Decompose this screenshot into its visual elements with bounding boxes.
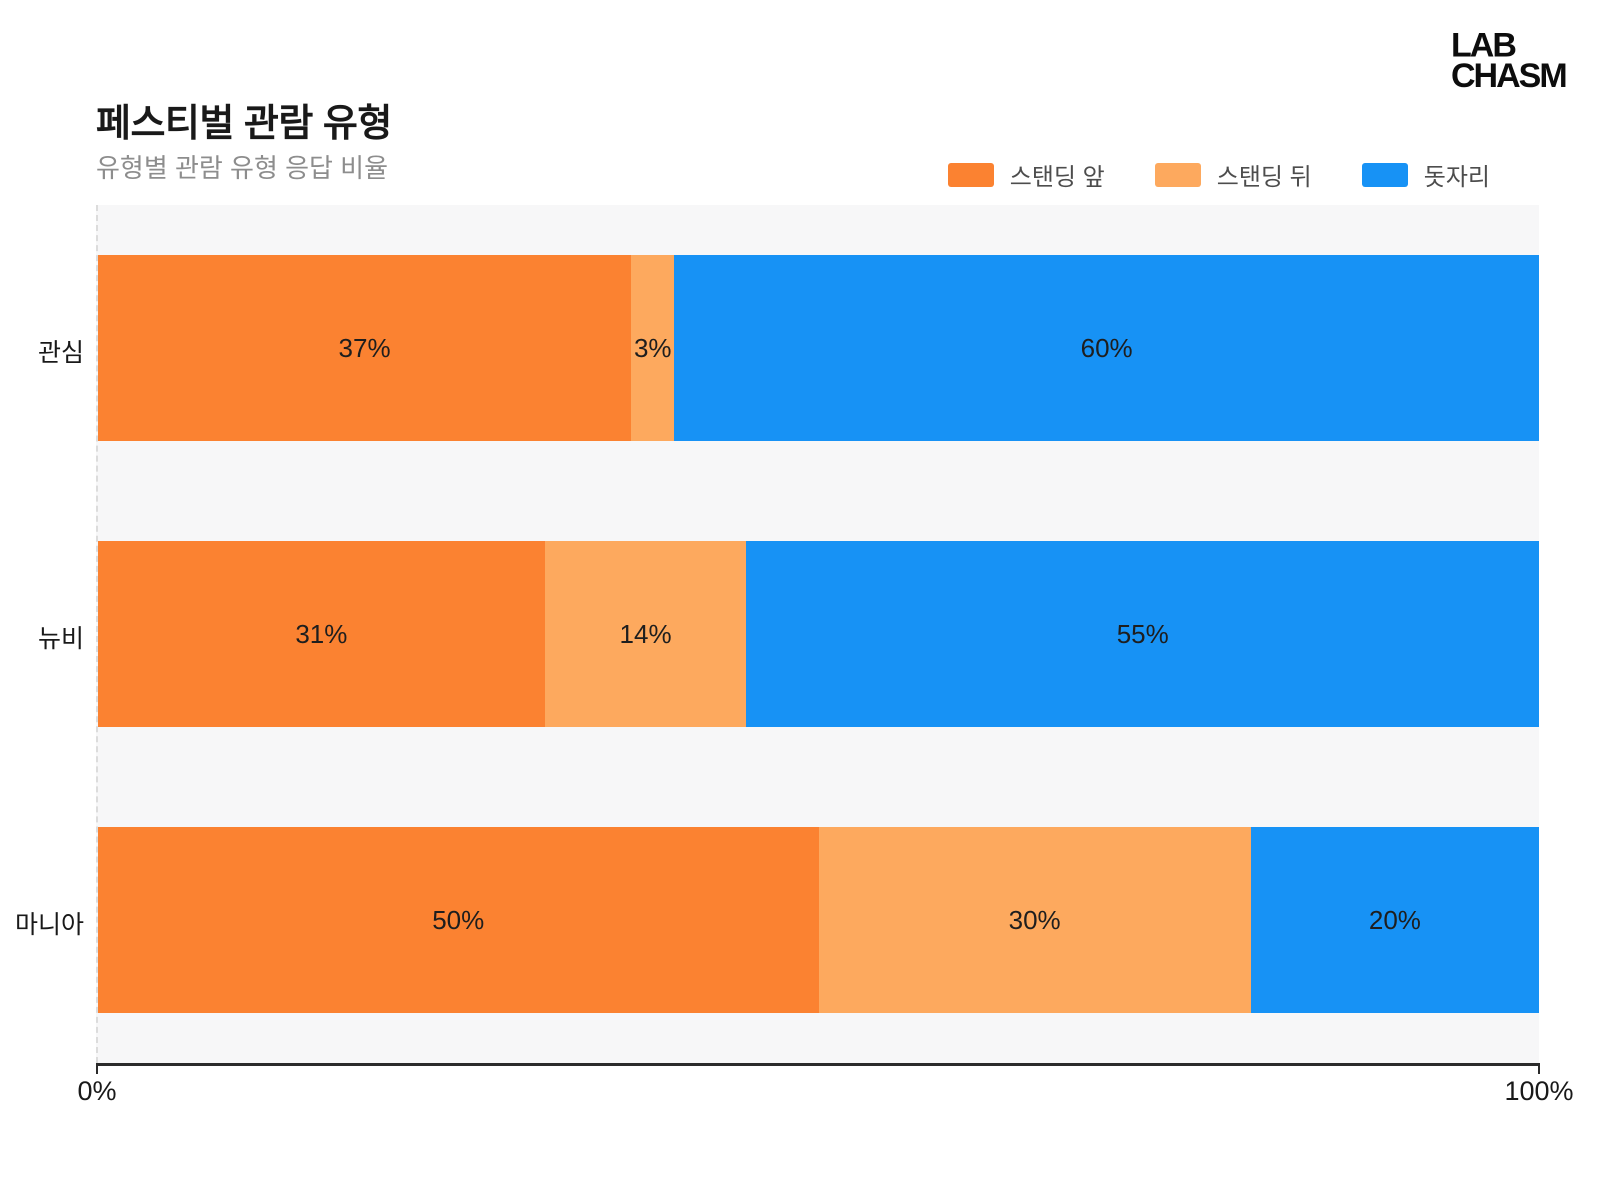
bar-row: 37% 3% 60% — [98, 255, 1539, 441]
bar-value-label: 50% — [432, 904, 485, 935]
legend-swatch-icon — [947, 162, 994, 187]
logo-line-1: LAB — [1451, 25, 1517, 65]
legend-label: 돗자리 — [1423, 164, 1490, 191]
bar-segment: 50% — [98, 827, 819, 1013]
bar-value-label: 55% — [1116, 618, 1169, 649]
bar-segment: 30% — [818, 827, 1251, 1013]
bar-value-label: 14% — [619, 618, 672, 649]
legend-label: 스탠딩 뒤 — [1216, 164, 1312, 191]
bar-value-label: 3% — [633, 332, 672, 363]
x-axis-tick-max: 100% — [1504, 1076, 1574, 1106]
bar-segment: 37% — [98, 255, 632, 441]
legend-swatch-icon — [1154, 162, 1201, 187]
bar-row: 50% 30% 20% — [98, 827, 1539, 1013]
category-label: 관심 — [37, 339, 84, 367]
legend-item: 돗자리 — [1361, 157, 1490, 192]
bar-value-label: 37% — [338, 332, 391, 363]
bar-segment: 31% — [98, 541, 545, 727]
bar-segment: 20% — [1250, 827, 1539, 1013]
x-axis-line — [96, 1063, 1540, 1074]
logo-line-2: CHASM — [1451, 56, 1568, 96]
bar-segment: 60% — [674, 255, 1539, 441]
category-label: 마니아 — [14, 911, 84, 939]
legend-item: 스탠딩 앞 — [947, 157, 1105, 192]
chart-legend: 스탠딩 앞 스탠딩 뒤 돗자리 — [947, 157, 1490, 192]
bar-value-label: 31% — [295, 618, 348, 649]
x-axis-tick-min: 0% — [77, 1076, 117, 1106]
plot-area: 37% 3% 60% 31% 14% 55% 50% 30% 20% — [96, 205, 1539, 1063]
bar-value-label: 30% — [1008, 904, 1061, 935]
legend-swatch-icon — [1361, 162, 1408, 187]
page-title: 페스티벌 관람 유형 — [96, 103, 392, 145]
category-label: 뉴비 — [37, 625, 84, 653]
chart-subtitle: 유형별 관람 유형 응답 비율 — [96, 153, 389, 183]
bar-segment: 3% — [631, 255, 675, 441]
bar-segment: 55% — [746, 541, 1539, 727]
bar-segment: 14% — [544, 541, 747, 727]
legend-label: 스탠딩 앞 — [1009, 164, 1105, 191]
bar-value-label: 20% — [1368, 904, 1421, 935]
legend-item: 스탠딩 뒤 — [1154, 157, 1312, 192]
labchasm-logo: LAB CHASM — [1451, 25, 1568, 96]
bar-row: 31% 14% 55% — [98, 541, 1539, 727]
bar-value-label: 60% — [1080, 332, 1133, 363]
